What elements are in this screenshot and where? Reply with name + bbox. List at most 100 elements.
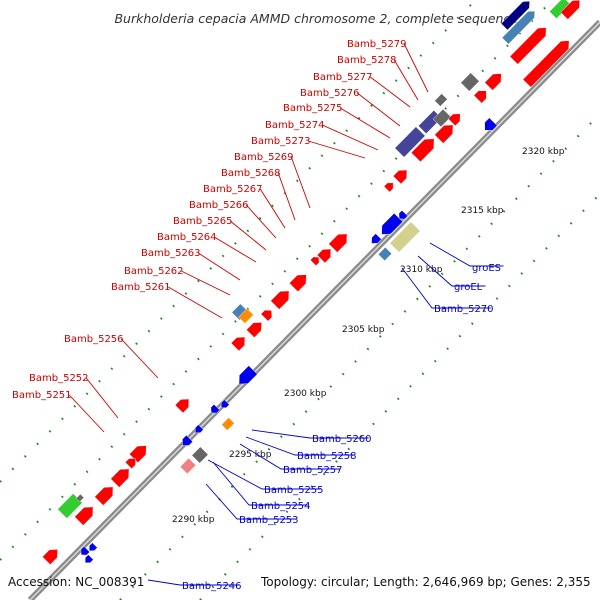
leader-line: [168, 286, 223, 319]
dot-line: [119, 113, 600, 600]
feature-shape: [221, 417, 235, 431]
feature-arrow: [289, 274, 307, 292]
feature-arrow: [484, 73, 502, 91]
gene-label[interactable]: Bamb_5253: [239, 515, 299, 526]
feature-arrow: [392, 169, 408, 185]
feature-arrow: [434, 124, 454, 144]
feature-arrow: [174, 398, 190, 414]
feature-arrow: [398, 210, 408, 220]
feature-shape: [389, 221, 421, 253]
gene-label[interactable]: Bamb_5276: [300, 88, 360, 99]
gene-label[interactable]: Bamb_5266: [189, 200, 249, 211]
feature-arrow: [310, 256, 320, 266]
feature-shape: [125, 458, 136, 470]
dot-line: [0, 0, 478, 483]
footer-accession: Accession: NC_008391: [8, 575, 144, 589]
leader-line: [205, 483, 296, 520]
feature-arrow: [316, 248, 332, 264]
feature-shape: [230, 336, 246, 352]
feature-arrow: [381, 212, 403, 235]
gene-label[interactable]: groEL: [454, 282, 483, 293]
footer-topology: Topology: circular; Length: 2,646,969 bp…: [260, 575, 591, 589]
feature-arrow: [246, 322, 262, 338]
feature-arrow: [560, 0, 580, 20]
leader-line: [120, 338, 159, 379]
feature-arrow: [238, 365, 258, 385]
feature-arrow: [389, 221, 421, 253]
gene-label[interactable]: Bamb_5268: [221, 168, 281, 179]
feature-arrow: [473, 90, 487, 104]
feature-shape: [410, 138, 435, 163]
leader-line: [401, 267, 491, 309]
gene-label[interactable]: Bamb_5252: [29, 373, 89, 384]
chromosome-backbone: [27, 19, 600, 600]
gene-label[interactable]: Bamb_5261: [111, 282, 171, 293]
leader-line: [429, 242, 504, 267]
gene-label[interactable]: Bamb_5274: [265, 120, 325, 131]
feature-arrow: [484, 117, 498, 131]
gene-label[interactable]: Bamb_5260: [312, 434, 372, 445]
feature-arrow: [191, 446, 209, 464]
feature-arrow: [501, 10, 535, 45]
gene-label[interactable]: Bamb_5267: [203, 184, 263, 195]
feature-arrow: [270, 290, 290, 310]
gene-label[interactable]: Bamb_5256: [64, 334, 124, 345]
gene-label[interactable]: Bamb_5264: [157, 232, 217, 243]
gene-label[interactable]: Bamb_5258: [297, 451, 357, 462]
gene-label[interactable]: Bamb_5254: [251, 501, 311, 512]
gene-label[interactable]: Bamb_5275: [283, 103, 343, 114]
gene-label[interactable]: Bamb_5255: [264, 485, 324, 496]
feature-shape: [88, 542, 98, 552]
feature-arrow: [210, 404, 220, 414]
feature-shape: [42, 549, 58, 565]
leader-line: [308, 140, 366, 159]
gene-label[interactable]: Bamb_5279: [347, 39, 407, 50]
feature-shape: [182, 434, 193, 446]
gene-label[interactable]: Bamb_5269: [234, 152, 294, 163]
gene-label[interactable]: Bamb_5270: [434, 304, 494, 315]
feature-shape: [191, 446, 209, 464]
leader-line: [322, 124, 379, 151]
feature-shape: [270, 290, 290, 310]
feature-arrow: [460, 72, 480, 92]
gene-label[interactable]: Bamb_5263: [141, 248, 201, 259]
leader-line: [198, 252, 241, 281]
gene-label[interactable]: groES: [472, 263, 501, 274]
feature-shape: [560, 0, 580, 20]
feature-shape: [194, 424, 204, 434]
dot-line: [0, 0, 555, 561]
feature-arrow: [125, 458, 136, 470]
gene-label[interactable]: Bamb_5278: [337, 55, 397, 66]
feature-arrow: [394, 126, 426, 158]
gene-label[interactable]: Bamb_5273: [251, 136, 311, 147]
feature-arrow: [88, 542, 98, 552]
feature-shape: [378, 246, 392, 262]
feature-arrow: [447, 113, 461, 127]
feature-shape: [238, 308, 254, 324]
tick-label: 2295 kbp: [229, 450, 272, 460]
tick-label: 2320 kbp: [522, 147, 565, 157]
gene-label[interactable]: Bamb_5251: [12, 390, 72, 401]
feature-arrow: [179, 457, 197, 475]
feature-shape: [509, 27, 547, 65]
gene-label[interactable]: Bamb_5257: [283, 465, 343, 476]
gene-label[interactable]: Bamb_5246: [182, 581, 242, 592]
feature-shape: [210, 404, 220, 414]
tick-label: 2315 kbp: [461, 206, 504, 216]
gene-label[interactable]: Bamb_5277: [313, 72, 373, 83]
gene-label[interactable]: Bamb_5262: [124, 266, 184, 277]
feature-shape: [220, 399, 230, 409]
feature-arrow: [410, 138, 435, 163]
feature-arrow: [57, 493, 83, 519]
feature-shape: [316, 248, 332, 264]
gene-label[interactable]: Bamb_5265: [173, 216, 233, 227]
leader-line: [340, 107, 391, 139]
feature-arrow: [220, 399, 230, 409]
feature-shape: [57, 493, 83, 519]
feature-shape: [75, 493, 85, 503]
feature-arrow: [260, 309, 273, 322]
leader-line: [403, 43, 429, 93]
feature-shape: [434, 93, 448, 107]
